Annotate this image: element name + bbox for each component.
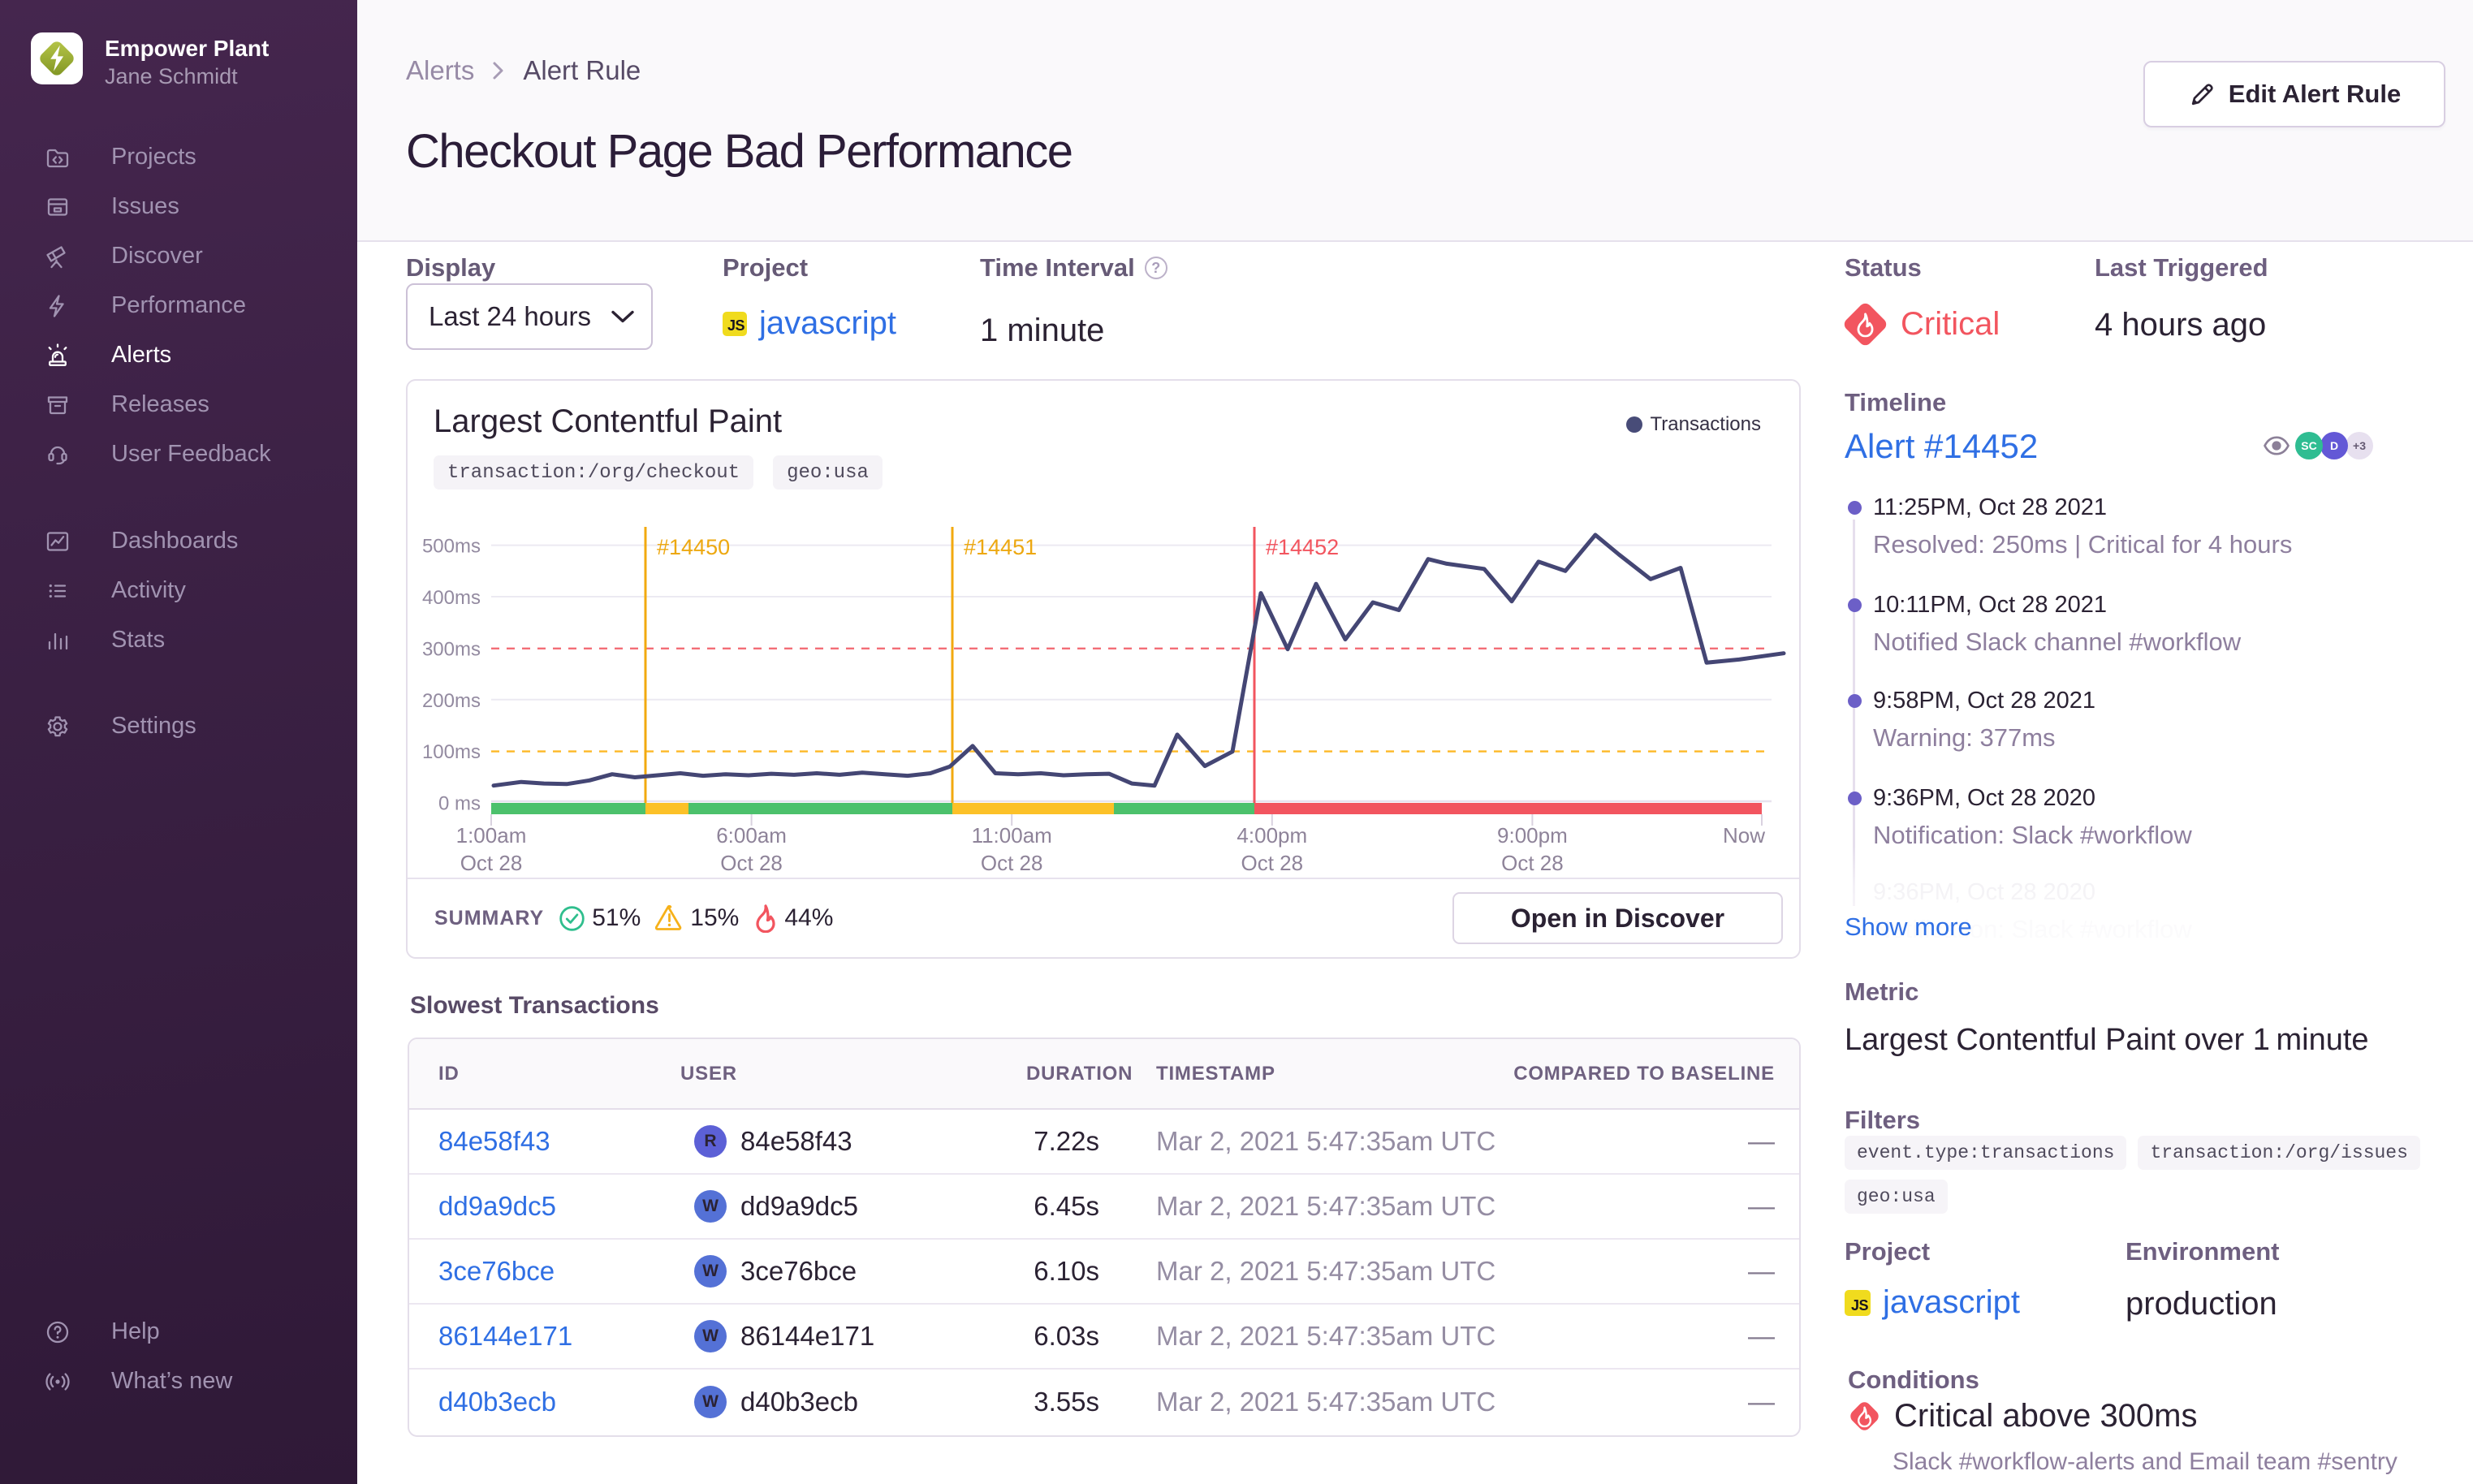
svg-text:100ms: 100ms [422, 741, 481, 763]
svg-text:11:00am: 11:00am [972, 823, 1052, 848]
svg-text:500ms: 500ms [422, 536, 481, 558]
svg-text:0 ms: 0 ms [438, 793, 481, 815]
svg-text:Oct 28: Oct 28 [720, 851, 783, 874]
svg-text:1:00am: 1:00am [456, 823, 527, 848]
svg-text:9:00pm: 9:00pm [1497, 823, 1568, 848]
svg-text:4:00pm: 4:00pm [1236, 823, 1307, 848]
svg-text:Oct 28: Oct 28 [460, 851, 523, 874]
svg-text:#14452: #14452 [1266, 535, 1339, 559]
svg-text:200ms: 200ms [422, 690, 481, 712]
svg-text:#14451: #14451 [964, 535, 1037, 559]
svg-text:Now: Now [1723, 823, 1765, 848]
svg-text:Oct 28: Oct 28 [1241, 851, 1304, 874]
svg-text:Oct 28: Oct 28 [1501, 851, 1564, 874]
svg-text:300ms: 300ms [422, 638, 481, 660]
svg-text:400ms: 400ms [422, 587, 481, 609]
svg-text:6:00am: 6:00am [716, 823, 787, 848]
svg-text:Oct 28: Oct 28 [981, 851, 1043, 874]
svg-text:#14450: #14450 [657, 535, 730, 559]
